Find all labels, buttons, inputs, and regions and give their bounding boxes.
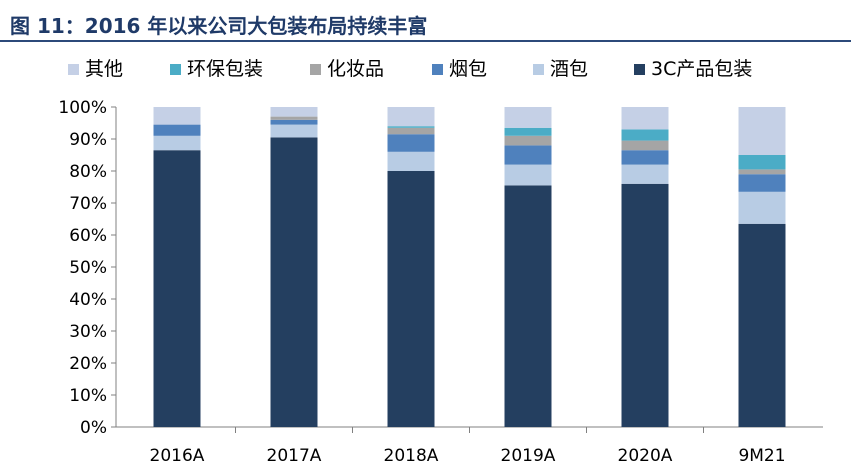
y-tick-label: 40% xyxy=(69,290,107,310)
bar-segment xyxy=(153,124,201,136)
x-tick-label: 9M21 xyxy=(738,446,785,466)
x-tick-label: 2017A xyxy=(267,446,322,466)
bar-segment xyxy=(387,107,435,127)
y-tick-label: 80% xyxy=(69,162,107,182)
y-tick-label: 0% xyxy=(80,418,107,438)
bar-segment xyxy=(387,151,435,171)
x-tick-label: 2016A xyxy=(150,446,205,466)
bar-segment xyxy=(738,191,786,224)
legend-swatch xyxy=(68,64,79,75)
bar-segment xyxy=(270,124,318,138)
bar-segment xyxy=(387,134,435,152)
bar-segment xyxy=(738,169,786,175)
legend-label: 烟包 xyxy=(449,58,487,80)
bar-segment xyxy=(387,127,435,135)
x-tick-label: 2018A xyxy=(384,446,439,466)
bar-segment xyxy=(621,164,669,184)
legend-swatch xyxy=(170,64,181,75)
bar-segment xyxy=(504,107,552,128)
legend-label: 3C产品包装 xyxy=(651,58,752,80)
bar-segment xyxy=(621,129,669,141)
bar-segment xyxy=(153,135,201,151)
bar-segment xyxy=(621,150,669,165)
legend-label: 其他 xyxy=(85,58,123,80)
bar-segment xyxy=(738,155,786,170)
page-title: 图 11：2016 年以来公司大包装布局持续丰富 xyxy=(10,14,428,38)
legend-label: 化妆品 xyxy=(327,58,384,80)
bar-segment xyxy=(504,185,552,427)
y-tick-label: 100% xyxy=(58,98,107,118)
bar-segment xyxy=(153,150,201,427)
title-divider xyxy=(0,40,851,42)
bar-segment xyxy=(153,107,201,125)
y-tick-label: 10% xyxy=(69,386,107,406)
legend-swatch xyxy=(310,64,321,75)
bar-segment xyxy=(387,171,435,427)
bar-segment xyxy=(504,127,552,136)
bar-segment xyxy=(270,137,318,427)
bar-segment xyxy=(738,174,786,192)
bar-segment xyxy=(504,164,552,186)
bar-segment xyxy=(738,223,786,427)
title-bar: 图 11：2016 年以来公司大包装布局持续丰富 xyxy=(0,0,851,42)
bar-segment xyxy=(270,119,318,125)
y-tick-label: 60% xyxy=(69,226,107,246)
bar-segment xyxy=(270,107,318,117)
bar-segment xyxy=(504,145,552,165)
legend-label: 酒包 xyxy=(550,58,588,80)
bar-segment xyxy=(738,107,786,155)
bar-segment xyxy=(621,140,669,151)
bar-segment xyxy=(621,107,669,130)
legend-swatch xyxy=(634,64,645,75)
bar-segment xyxy=(270,116,318,120)
legend-swatch xyxy=(432,64,443,75)
bar-segment xyxy=(504,135,552,146)
y-tick-label: 70% xyxy=(69,194,107,214)
y-tick-label: 50% xyxy=(69,258,107,278)
x-tick-label: 2020A xyxy=(618,446,673,466)
bar-segment xyxy=(387,126,435,128)
legend-label: 环保包装 xyxy=(187,58,263,80)
y-tick-label: 90% xyxy=(69,130,107,150)
y-tick-label: 30% xyxy=(69,322,107,342)
legend-swatch xyxy=(533,64,544,75)
bar-segment xyxy=(621,183,669,427)
x-tick-label: 2019A xyxy=(501,446,556,466)
y-tick-label: 20% xyxy=(69,354,107,374)
